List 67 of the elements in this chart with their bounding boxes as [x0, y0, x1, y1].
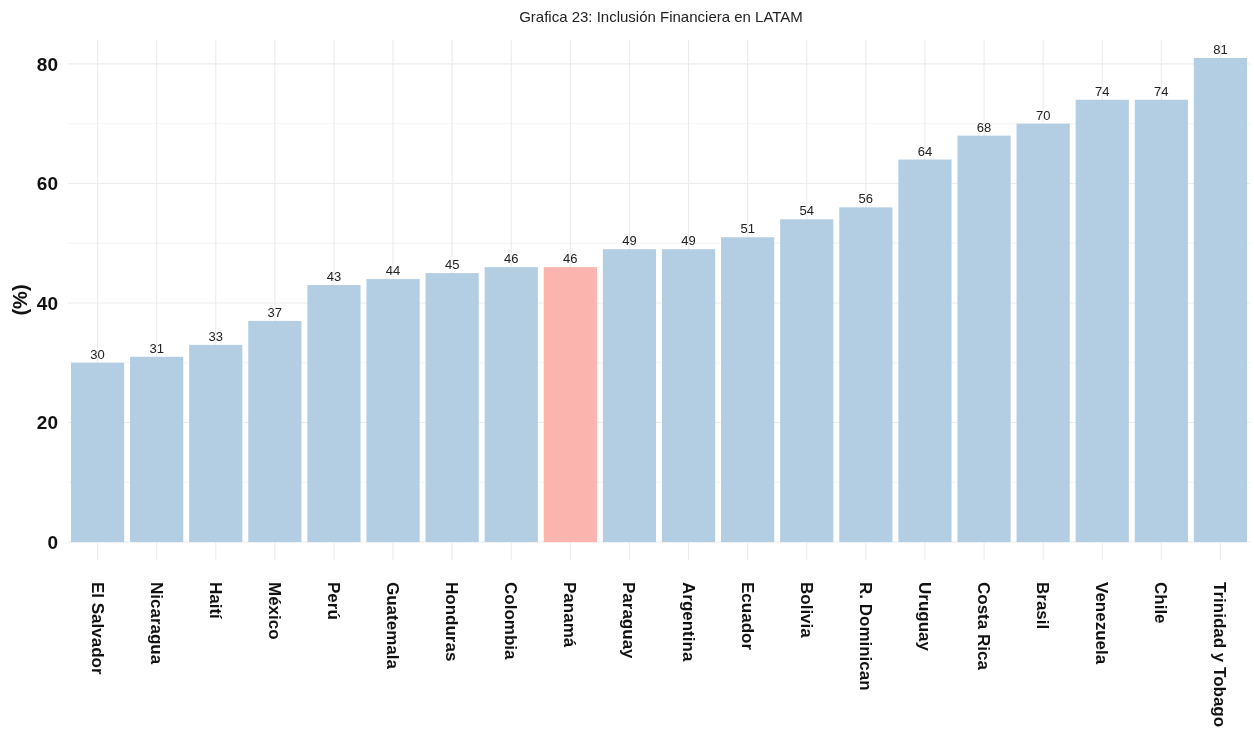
data-label: 46: [504, 251, 519, 267]
x-tick-label: Argentina: [678, 582, 698, 662]
x-tick-label: Nicaragua: [146, 582, 166, 665]
bar: [1134, 99, 1188, 543]
x-tick-label: Panamá: [560, 582, 580, 648]
data-label: 46: [563, 251, 578, 267]
y-tick-label: 60: [36, 173, 58, 195]
data-label: 45: [444, 257, 460, 273]
bar: [366, 279, 420, 543]
bar: [130, 356, 184, 543]
y-tick-label: 80: [36, 53, 58, 75]
bar: [602, 249, 657, 543]
x-tick-label: Costa Rica: [974, 582, 994, 671]
y-tick-label: 20: [36, 412, 58, 434]
data-label: 30: [90, 346, 105, 362]
data-label: 64: [917, 143, 933, 159]
x-tick-label: Trinidad y Tobago: [1210, 582, 1230, 728]
bar: [839, 207, 893, 543]
y-axis-title: (%): [9, 284, 31, 316]
x-tick-label: Colombia: [501, 582, 521, 660]
data-label: 74: [1095, 83, 1110, 99]
bar: [1075, 99, 1129, 543]
bar: [898, 159, 952, 543]
bar: [780, 219, 834, 543]
x-tick-label: México: [264, 582, 284, 640]
x-tick-label: Chile: [1151, 582, 1171, 624]
x-tick-label: Haití: [205, 582, 225, 621]
data-label: 33: [208, 328, 223, 344]
bar: [1193, 57, 1248, 543]
bar: [70, 362, 125, 543]
x-tick-label: Bolivia: [796, 582, 816, 639]
data-label: 44: [385, 263, 401, 279]
bar: [661, 249, 716, 543]
bar: [484, 267, 538, 543]
bar: [1016, 123, 1070, 543]
data-label: 49: [622, 233, 637, 249]
bar: [189, 344, 243, 543]
x-tick-label: Venezuela: [1092, 582, 1112, 665]
bar: [425, 273, 479, 543]
data-label: 54: [799, 203, 814, 219]
x-tick-label: Paraguay: [619, 582, 639, 660]
x-tick-label: Ecuador: [737, 582, 757, 651]
x-tick-label: Perú: [324, 582, 343, 620]
bar: [721, 237, 775, 543]
data-label: 56: [858, 191, 874, 207]
data-label: 81: [1213, 41, 1228, 57]
data-label: 68: [976, 119, 992, 135]
chart-title: Grafica 23: Inclusión Financiera en LATAM: [519, 8, 803, 25]
data-label: 49: [681, 233, 696, 249]
x-tick-label: Uruguay: [915, 582, 934, 652]
x-tick-label: R. Dominican: [855, 582, 875, 691]
y-tick-label: 0: [47, 531, 58, 553]
data-label: 70: [1035, 107, 1051, 123]
x-tick-label: El Salvador: [87, 582, 107, 675]
data-label: 31: [149, 340, 164, 356]
x-tick-label: Honduras: [442, 582, 462, 662]
data-label: 43: [326, 269, 342, 285]
data-label: 37: [267, 304, 283, 320]
x-tick-label: Guatemala: [383, 582, 403, 670]
bar: [543, 267, 597, 543]
data-label: 51: [740, 221, 755, 237]
y-tick-label: 40: [36, 292, 58, 314]
bar: [248, 320, 302, 543]
data-label: 74: [1154, 83, 1169, 99]
x-tick-label: Brasil: [1033, 582, 1053, 630]
bar: [307, 285, 361, 543]
bar: [957, 135, 1011, 543]
